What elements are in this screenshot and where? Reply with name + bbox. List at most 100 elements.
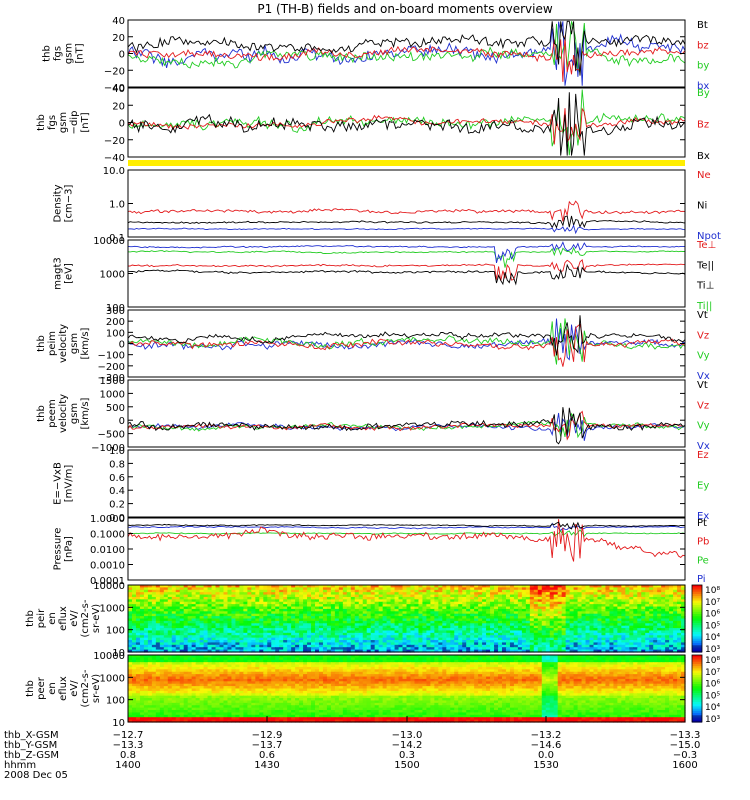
spectrogram-cell bbox=[657, 637, 662, 641]
spectrogram-cell bbox=[334, 601, 340, 605]
colorbar-segment bbox=[692, 602, 702, 606]
spectrogram-cell bbox=[334, 655, 340, 658]
spectrogram-cell bbox=[521, 604, 527, 608]
spectrogram-cell bbox=[207, 659, 213, 663]
spectrogram-cell bbox=[128, 589, 133, 593]
spectrogram-cell bbox=[446, 592, 451, 596]
spectrogram-cell bbox=[131, 611, 137, 615]
spectrogram-cell bbox=[283, 616, 288, 620]
spectrogram-cell bbox=[267, 601, 272, 605]
spectrogram-cell bbox=[605, 611, 611, 615]
spectrogram-cell bbox=[322, 662, 328, 666]
spectrogram-cell bbox=[275, 649, 280, 653]
spectrogram-cell bbox=[159, 608, 165, 612]
spectrogram-cell bbox=[418, 644, 424, 648]
spectrogram-cell bbox=[617, 599, 622, 603]
spectrogram-cell bbox=[406, 642, 412, 646]
spectrogram-cell bbox=[665, 662, 670, 666]
spectrogram-cell bbox=[187, 662, 193, 666]
spectrogram-cell bbox=[235, 662, 240, 666]
spectrogram-cell bbox=[398, 589, 404, 593]
spectrogram-cell bbox=[398, 611, 404, 615]
spectrogram-cell bbox=[155, 587, 161, 591]
spectrogram-cell bbox=[203, 587, 209, 591]
spectrogram-cell bbox=[390, 606, 396, 610]
spectrogram-cell bbox=[681, 587, 686, 591]
spectrogram-cell bbox=[171, 632, 177, 636]
spectrogram-cell bbox=[187, 623, 193, 627]
spectrogram-cell bbox=[565, 620, 571, 624]
spectrogram-cell bbox=[303, 601, 308, 605]
spectrogram-cell bbox=[163, 589, 169, 593]
spectrogram-cell bbox=[175, 616, 181, 620]
spectrogram-cell bbox=[334, 616, 340, 620]
spectrogram-cell bbox=[175, 613, 181, 617]
spectrogram-cell bbox=[303, 635, 308, 639]
spectrogram-cell bbox=[513, 662, 519, 666]
spectrogram-cell bbox=[442, 618, 447, 622]
spectrogram-cell bbox=[255, 594, 260, 598]
spectrogram-cell bbox=[370, 589, 376, 593]
spectrogram-cell bbox=[175, 664, 181, 668]
spectrogram-cell bbox=[494, 649, 499, 653]
spectrogram-cell bbox=[573, 592, 579, 596]
spectrogram-cell bbox=[521, 642, 527, 646]
spectrogram-cell bbox=[442, 620, 447, 624]
spectrogram-cell bbox=[322, 644, 328, 648]
spectrogram-cell bbox=[585, 606, 591, 610]
spectrogram-cell bbox=[406, 606, 412, 610]
spectrogram-cell bbox=[470, 628, 475, 632]
spectrogram-cell bbox=[251, 628, 256, 632]
spectrogram-cell bbox=[430, 604, 435, 608]
spectrogram-cell bbox=[334, 647, 340, 651]
spectrogram-cell bbox=[430, 644, 435, 648]
spectrogram-cell bbox=[649, 599, 654, 603]
spectrogram-cell bbox=[601, 585, 607, 588]
spectrogram-cell bbox=[231, 616, 237, 620]
spectrogram-cell bbox=[263, 596, 268, 600]
spectrogram-cell bbox=[665, 611, 670, 615]
spectrogram-cell bbox=[525, 616, 531, 620]
spectrogram-cell bbox=[418, 662, 424, 666]
spectrogram-cell bbox=[402, 630, 408, 634]
spectrogram-cell bbox=[350, 613, 356, 617]
spectrogram-cell bbox=[470, 635, 475, 639]
y-axis-label: gsm bbox=[64, 43, 75, 64]
spectrogram-cell bbox=[362, 630, 368, 634]
spectrogram-cell bbox=[498, 594, 503, 598]
spectrogram-cell bbox=[342, 628, 348, 632]
spectrogram-cell bbox=[402, 599, 408, 603]
spectrogram-cell bbox=[291, 620, 296, 624]
spectrogram-cell bbox=[366, 589, 372, 593]
spectrogram-cell bbox=[303, 644, 308, 648]
spectrogram-cell bbox=[426, 655, 431, 658]
spectrogram-cell bbox=[362, 662, 368, 666]
spectrogram-cell bbox=[342, 637, 348, 641]
spectrogram-cell bbox=[410, 604, 416, 608]
spectrogram-cell bbox=[446, 655, 451, 658]
spectrogram-cell bbox=[179, 599, 185, 603]
spectrogram-cell bbox=[681, 662, 686, 666]
spectrogram-cell bbox=[609, 625, 614, 629]
spectrogram-cell bbox=[151, 606, 157, 610]
spectrogram-cell bbox=[665, 620, 670, 624]
spectrogram-cell bbox=[283, 611, 288, 615]
spectrogram-cell bbox=[398, 666, 404, 670]
spectrogram-cell bbox=[322, 659, 328, 663]
spectrogram-cell bbox=[565, 587, 571, 591]
spectrogram-cell bbox=[529, 618, 535, 622]
spectrogram-cell bbox=[307, 649, 312, 653]
spectrogram-cell bbox=[299, 632, 304, 636]
spectrogram-cell bbox=[299, 637, 304, 641]
spectrogram-cell bbox=[358, 647, 364, 651]
spectrogram-cell bbox=[271, 664, 276, 668]
spectrogram-cell bbox=[681, 618, 686, 622]
spectrogram-cell bbox=[147, 659, 153, 663]
spectrogram-cell bbox=[621, 604, 626, 608]
spectrogram-cell bbox=[613, 585, 618, 588]
spectrogram-cell bbox=[402, 589, 408, 593]
spectrogram-cell bbox=[346, 606, 352, 610]
spectrogram-cell bbox=[525, 659, 531, 663]
spectrogram-cell bbox=[665, 585, 670, 588]
spectrogram-cell bbox=[263, 647, 268, 651]
